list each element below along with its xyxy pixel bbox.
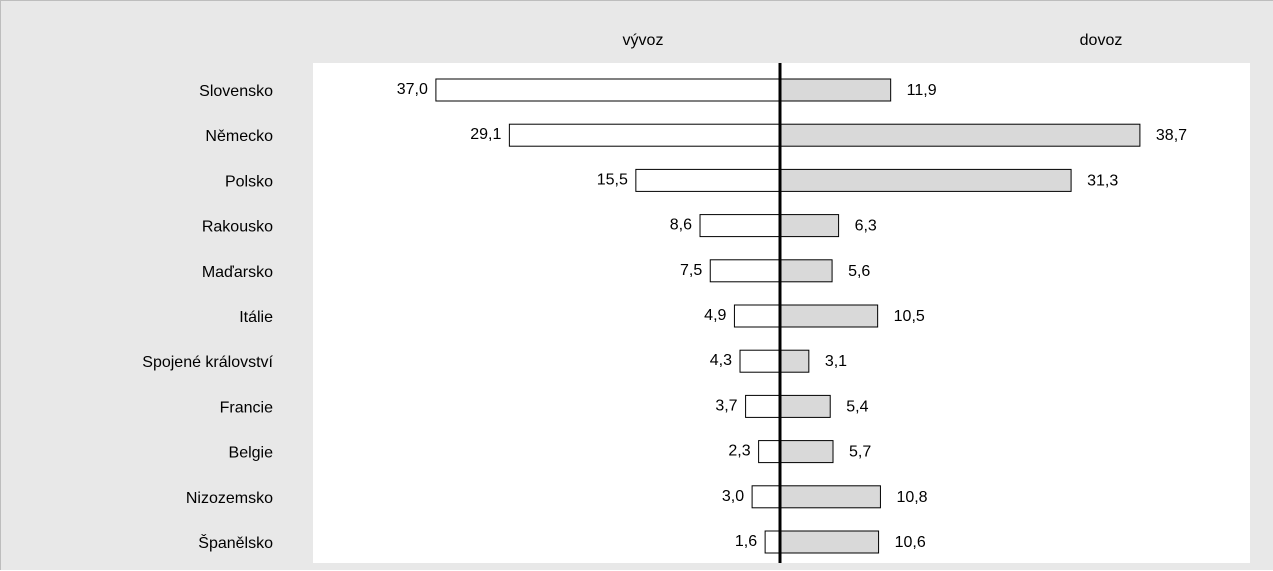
header-left: vývoz xyxy=(623,32,664,49)
category-label: Rakousko xyxy=(202,219,273,236)
import-value-label: 31,3 xyxy=(1087,172,1118,189)
export-bar xyxy=(699,214,781,238)
export-bar xyxy=(739,349,781,373)
import-value-label: 5,6 xyxy=(848,263,870,280)
export-bar xyxy=(745,394,781,418)
import-bar xyxy=(779,349,810,373)
import-bar xyxy=(779,123,1141,147)
export-bar xyxy=(758,440,781,464)
export-value-label: 3,7 xyxy=(715,397,737,414)
import-bar xyxy=(779,440,834,464)
export-value-label: 15,5 xyxy=(597,171,628,188)
category-label: Nizozemsko xyxy=(186,490,273,507)
export-bar xyxy=(733,304,781,328)
export-bar xyxy=(435,78,781,102)
import-value-label: 10,5 xyxy=(894,308,925,325)
import-value-label: 10,8 xyxy=(896,489,927,506)
import-value-label: 5,7 xyxy=(849,444,871,461)
category-label: Spojené království xyxy=(142,354,273,371)
category-label: Slovensko xyxy=(199,83,273,100)
import-bar xyxy=(779,530,880,554)
import-bar xyxy=(779,259,833,283)
import-bar xyxy=(779,485,881,509)
export-value-label: 7,5 xyxy=(680,262,702,279)
header-right: dovoz xyxy=(1080,32,1123,49)
category-label: Maďarsko xyxy=(202,264,273,281)
export-value-label: 4,3 xyxy=(710,352,732,369)
import-value-label: 3,1 xyxy=(825,353,847,370)
import-bar xyxy=(779,78,892,102)
import-bar xyxy=(779,168,1072,192)
export-value-label: 37,0 xyxy=(397,81,428,98)
export-bar xyxy=(508,123,781,147)
import-value-label: 5,4 xyxy=(846,398,868,415)
export-bar xyxy=(764,530,781,554)
category-label: Španělsko xyxy=(198,533,273,552)
export-value-label: 29,1 xyxy=(470,126,501,143)
category-label: Německo xyxy=(205,128,273,145)
category-label: Itálie xyxy=(239,309,273,326)
export-bar xyxy=(709,259,781,283)
export-bar xyxy=(751,485,781,509)
category-label: Francie xyxy=(220,399,273,416)
export-value-label: 1,6 xyxy=(735,533,757,550)
import-bar xyxy=(779,304,879,328)
export-value-label: 2,3 xyxy=(728,443,750,460)
category-label: Belgie xyxy=(229,445,274,462)
import-bar xyxy=(779,214,840,238)
import-value-label: 11,9 xyxy=(907,82,937,99)
export-value-label: 4,9 xyxy=(704,307,726,324)
export-bar xyxy=(635,168,781,192)
category-label: Polsko xyxy=(225,173,273,190)
export-value-label: 8,6 xyxy=(670,217,692,234)
import-value-label: 6,3 xyxy=(855,218,877,235)
import-bar xyxy=(779,394,831,418)
export-value-label: 3,0 xyxy=(722,488,744,505)
import-value-label: 38,7 xyxy=(1156,127,1187,144)
import-value-label: 10,6 xyxy=(895,534,926,551)
